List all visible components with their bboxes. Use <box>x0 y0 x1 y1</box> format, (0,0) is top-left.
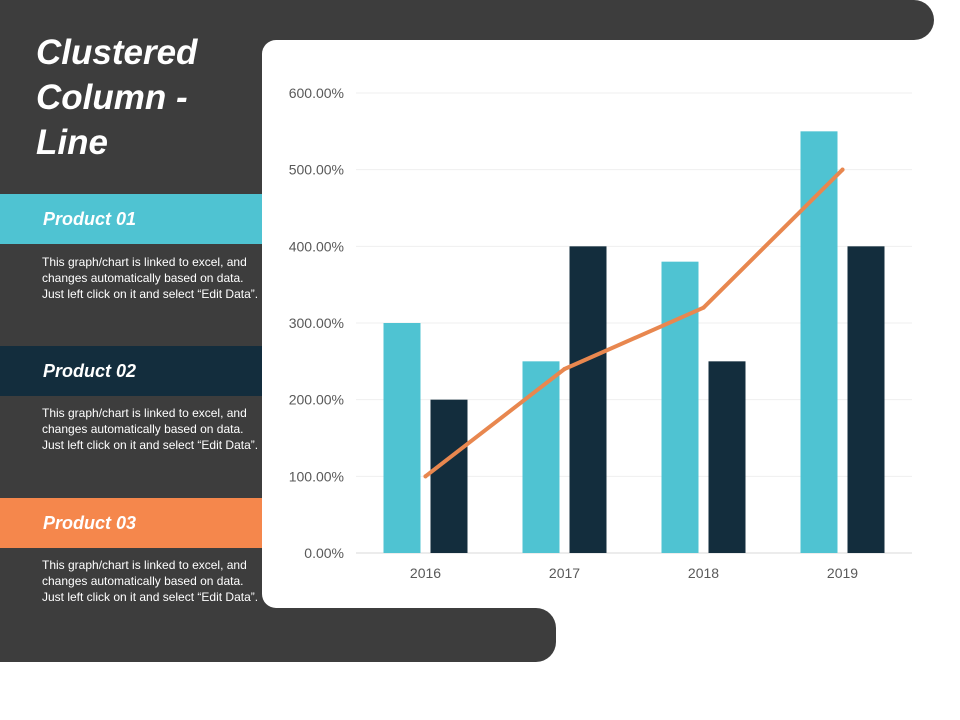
product-01-description: This graph/chart is linked to excel, and… <box>42 255 259 301</box>
clustered-column-line-chart[interactable]: 0.00% 100.00% 200.00% 300.00% 400.00% 500.00%… <box>262 40 934 608</box>
bar-product-02-2016[interactable] <box>430 399 468 553</box>
line-point-2016[interactable] <box>423 474 428 479</box>
bar-product-02-2018[interactable] <box>708 361 746 553</box>
y-tick-label: 300.00% <box>289 315 344 331</box>
product-02-description: This graph/chart is linked to excel, and… <box>42 406 259 452</box>
product-01-header: Product 01 <box>0 194 262 244</box>
bars <box>383 131 885 554</box>
bar-product-01-2018[interactable] <box>661 261 699 553</box>
bar-product-01-2016[interactable] <box>383 323 421 553</box>
x-axis-ticks: 2016 2017 2018 2019 <box>410 565 858 581</box>
slide-title: Clustered Column - Line <box>36 33 198 162</box>
left-panel <box>0 0 290 662</box>
y-tick-label: 200.00% <box>289 392 344 408</box>
product-03-header: Product 03 <box>0 498 262 548</box>
line-series <box>423 167 845 479</box>
x-tick-label: 2017 <box>549 565 580 581</box>
y-tick-label: 500.00% <box>289 162 344 178</box>
y-tick-label: 0.00% <box>304 545 344 561</box>
x-tick-label: 2019 <box>827 565 858 581</box>
line-point-2019[interactable] <box>840 167 845 172</box>
product-02-header: Product 02 <box>0 346 262 396</box>
x-tick-label: 2018 <box>688 565 719 581</box>
bar-product-01-2019[interactable] <box>800 131 838 553</box>
line-product-03[interactable] <box>423 167 845 479</box>
product-03-description: This graph/chart is linked to excel, and… <box>42 558 259 604</box>
bar-product-02-2019[interactable] <box>847 246 885 554</box>
bar-product-01-2017[interactable] <box>522 361 560 553</box>
y-axis-ticks: 0.00% 100.00% 200.00% 300.00% 400.00% 500.00%… <box>289 85 344 561</box>
y-tick-label: 600.00% <box>289 85 344 101</box>
y-tick-label: 100.00% <box>289 468 344 484</box>
bottom-band <box>0 608 556 662</box>
y-tick-label: 400.00% <box>289 238 344 254</box>
line-point-2018[interactable] <box>701 305 706 310</box>
bar-product-02-2017[interactable] <box>569 246 607 554</box>
line-point-2017[interactable] <box>562 367 567 371</box>
x-tick-label: 2016 <box>410 565 441 581</box>
